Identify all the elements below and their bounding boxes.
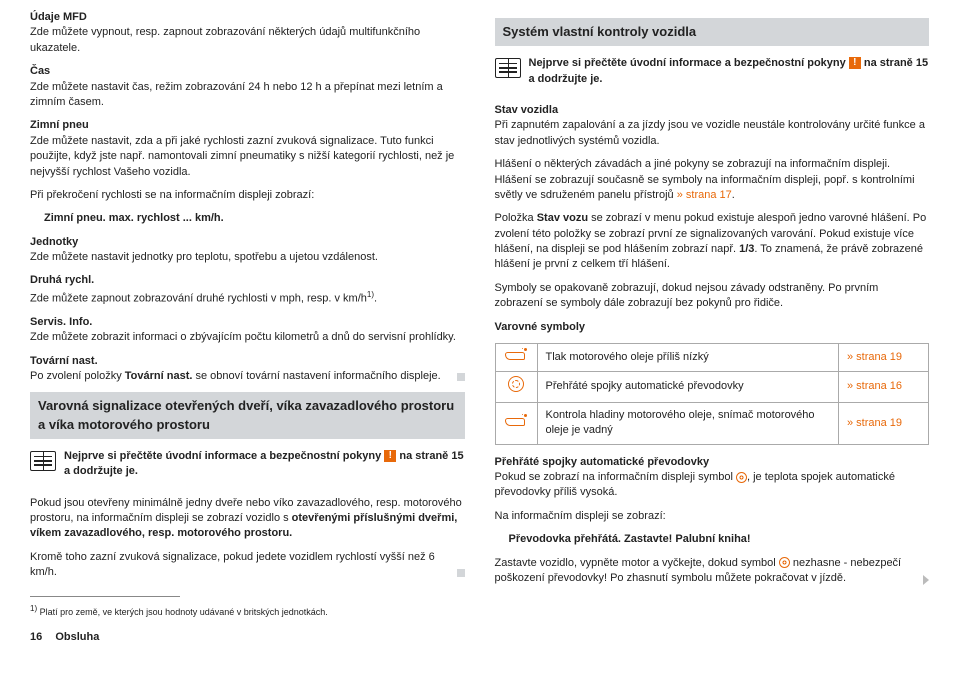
cell-icon	[495, 344, 537, 372]
warning-icon: !	[849, 57, 861, 69]
page-section: Obsluha	[55, 631, 99, 643]
footnote-divider	[30, 596, 180, 597]
section-title-system: Systém vlastní kontroly vozidla	[495, 18, 930, 46]
heading-servis-info: Servis. Info.	[30, 316, 92, 328]
heading-mfd: Údaje MFD	[30, 11, 87, 23]
text-zimni-pneu: Zde můžete nastavit, zda a při jaké rych…	[30, 135, 454, 178]
text-tovarni-bold: Tovární nast.	[125, 370, 193, 382]
text-servis-info: Zde můžete zobrazit informaci o zbývajíc…	[30, 331, 456, 343]
cell-text: Přehřáté spojky automatické převodovky	[537, 372, 839, 402]
warn-text-a: Nejprve si přečtěte úvodní informace a b…	[529, 57, 849, 69]
heading-tovarni-nast: Tovární nast.	[30, 355, 98, 367]
warn-text-a: Nejprve si přečtěte úvodní informace a b…	[64, 450, 384, 462]
heading-varovne-symboly: Varovné symboly	[495, 320, 930, 335]
link-strana-19[interactable]: » strana 19	[839, 344, 929, 372]
text-tovarni-1: Po zvolení položky	[30, 370, 125, 382]
text-ps-1: Pokud se zobrazí na informačním displeji…	[495, 471, 737, 483]
text-symboly: Symboly se opakovaně zobrazují, dokud ne…	[495, 281, 930, 312]
page-number: 16	[30, 631, 42, 643]
footnote-ref: 1)	[367, 290, 374, 299]
heading-stav-vozidla: Stav vozidla	[495, 104, 559, 116]
oil-level-icon	[505, 414, 527, 428]
section-title-doors: Varovná signalizace otevřených dveří, ví…	[30, 392, 465, 438]
link-strana-17[interactable]: » strana 17	[674, 189, 732, 201]
cell-icon	[495, 402, 537, 444]
link-strana-19[interactable]: » strana 19	[839, 402, 929, 444]
read-first-icon	[30, 451, 56, 471]
doors-p2: Kromě toho zazní zvuková signalizace, po…	[30, 551, 435, 578]
cell-text: Kontrola hladiny motorového oleje, sníma…	[537, 402, 839, 444]
warning-symbols-table: Tlak motorového oleje příliš nízký » str…	[495, 343, 930, 445]
warning-icon: !	[384, 450, 396, 462]
text-stav-vozidla: Při zapnutém zapalování a za jízdy jsou …	[495, 119, 925, 146]
text-mfd: Zde můžete vypnout, resp. zapnout zobraz…	[30, 26, 420, 53]
warning-box-left: Nejprve si přečtěte úvodní informace a b…	[30, 449, 465, 488]
warning-box-right: Nejprve si přečtěte úvodní informace a b…	[495, 56, 930, 95]
text-stav-vozu: Stav vozu	[537, 212, 588, 224]
table-row: Kontrola hladiny motorového oleje, sníma…	[495, 402, 929, 444]
text-tovarni-2: se obnoví tovární nastavení informačního…	[192, 370, 440, 382]
cell-icon	[495, 372, 537, 402]
footnote: 1) Platí pro země, ve kterých jsou hodno…	[30, 603, 465, 619]
end-square-icon	[457, 569, 465, 577]
continue-triangle-icon	[923, 575, 929, 585]
heading-druha-rychl: Druhá rychl.	[30, 274, 94, 286]
heading-jednotky: Jednotky	[30, 236, 78, 248]
link-strana-16[interactable]: » strana 16	[839, 372, 929, 402]
text-cas: Zde můžete nastavit čas, režim zobrazová…	[30, 81, 443, 108]
msg-zimni-pneu: Zimní pneu. max. rychlost ... km/h.	[44, 211, 465, 226]
text-ps-4a: Zastavte vozidlo, vypněte motor a vyčkej…	[495, 557, 779, 569]
text-jednotky: Zde můžete nastavit jednotky pro teplotu…	[30, 251, 378, 263]
text-druha-rychl: Zde můžete zapnout zobrazování druhé ryc…	[30, 293, 367, 305]
text-ps-3: Na informačním displeji se zobrazí:	[495, 509, 930, 524]
read-first-icon	[495, 58, 521, 78]
heading-cas: Čas	[30, 65, 50, 77]
clutch-symbol-icon	[736, 472, 747, 483]
heading-prehrate-spojky: Přehřáté spojky automatické převodovky	[495, 456, 710, 468]
right-column: Systém vlastní kontroly vozidla Nejprve …	[495, 10, 930, 654]
heading-zimni-pneu: Zimní pneu	[30, 119, 89, 131]
table-row: Přehřáté spojky automatické převodovky »…	[495, 372, 929, 402]
cell-text: Tlak motorového oleje příliš nízký	[537, 344, 839, 372]
text-zimni-pneu-2: Při překročení rychlosti se na informačn…	[30, 188, 465, 203]
left-column: Údaje MFD Zde můžete vypnout, resp. zapn…	[30, 10, 465, 654]
end-square-icon	[457, 373, 465, 381]
msg-prevodovka: Převodovka přehřátá. Zastavte! Palubní k…	[509, 532, 930, 547]
clutch-symbol-icon	[779, 557, 790, 568]
page-footer: 16 Obsluha	[30, 630, 465, 645]
oil-pressure-icon	[505, 348, 527, 362]
clutch-overheat-icon	[508, 376, 524, 392]
table-row: Tlak motorového oleje příliš nízký » str…	[495, 344, 929, 372]
